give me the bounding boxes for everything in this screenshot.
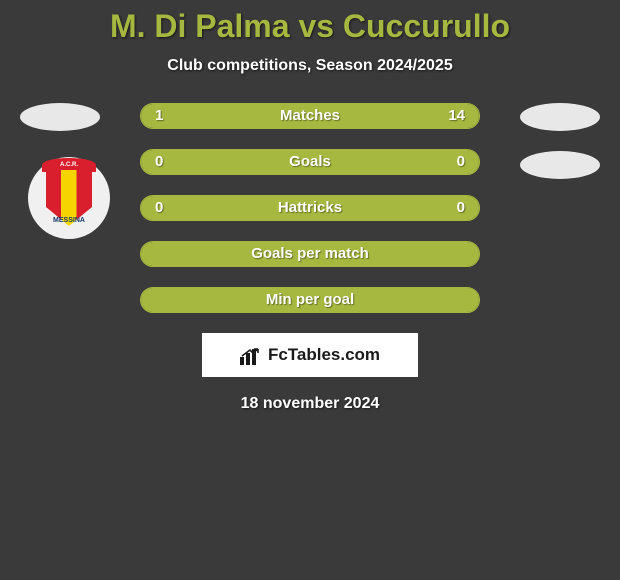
page-title: M. Di Palma vs Cuccurullo xyxy=(0,8,620,45)
stat-row-hattricks: 0 Hattricks 0 xyxy=(140,195,480,221)
stat-label: Hattricks xyxy=(141,196,479,220)
stat-bars: 1 Matches 14 0 Goals 0 0 Hattricks 0 Goa… xyxy=(140,103,480,313)
stat-label: Goals xyxy=(141,150,479,174)
date-text: 18 november 2024 xyxy=(0,395,620,413)
crest-top-text: A.C.R. xyxy=(42,158,96,172)
stat-row-goals-per-match: Goals per match xyxy=(140,241,480,267)
subtitle: Club competitions, Season 2024/2025 xyxy=(0,57,620,75)
comparison-card: M. Di Palma vs Cuccurullo Club competiti… xyxy=(0,0,620,413)
club-left-badge: A.C.R. MESSINA xyxy=(28,157,110,239)
stat-label: Goals per match xyxy=(141,242,479,266)
crest-bottom-text: MESSINA xyxy=(46,217,92,224)
stat-label: Min per goal xyxy=(141,288,479,312)
stat-row-min-per-goal: Min per goal xyxy=(140,287,480,313)
stat-right-value: 14 xyxy=(448,104,465,128)
stats-area: A.C.R. MESSINA 1 Matches 14 0 Goals 0 xyxy=(0,103,620,413)
stat-label: Matches xyxy=(141,104,479,128)
bar-chart-icon xyxy=(240,345,262,365)
brand-text: FcTables.com xyxy=(268,345,380,365)
stat-row-goals: 0 Goals 0 xyxy=(140,149,480,175)
player-left-placeholder-icon xyxy=(20,103,100,131)
stat-right-value: 0 xyxy=(457,150,465,174)
club-right-placeholder-icon xyxy=(520,151,600,179)
player-right-placeholder-icon xyxy=(520,103,600,131)
stat-right-value: 0 xyxy=(457,196,465,220)
brand-box[interactable]: FcTables.com xyxy=(202,333,418,377)
stat-row-matches: 1 Matches 14 xyxy=(140,103,480,129)
club-crest-icon: A.C.R. MESSINA xyxy=(46,170,92,226)
